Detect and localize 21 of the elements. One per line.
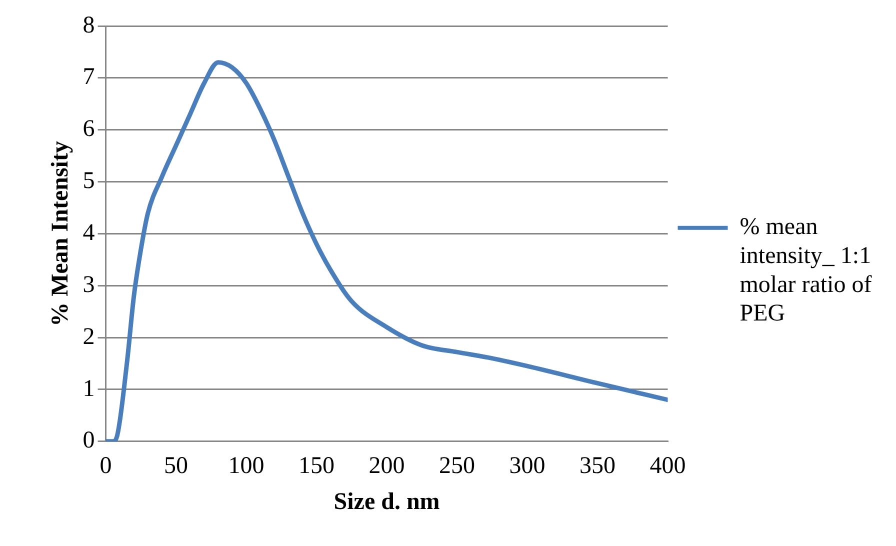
x-tick-label: 100 [228,453,264,480]
y-tick-label: 1 [82,376,95,402]
x-tick-label: 400 [650,453,686,480]
x-tick-label: 250 [439,453,476,480]
x-tick-label: 50 [164,453,188,480]
x-axis-title: Size d. nm [334,488,440,515]
x-tick-label: 0 [100,453,112,480]
y-tick-label: 4 [82,220,95,246]
y-tick-label: 6 [82,116,95,142]
x-tick-label: 350 [580,453,616,480]
y-tick-label: 8 [82,12,95,38]
y-tick-label: 5 [82,168,95,194]
x-tick-label: 150 [298,453,335,480]
y-tick-label: 2 [82,324,95,350]
y-tick-label: 7 [82,64,95,90]
y-axis-title: % Mean Intensity [48,141,74,326]
x-tick-label: 300 [509,453,546,480]
y-tick-label: 0 [82,428,95,454]
legend-label: % mean intensity_ 1:1 molar ratio of PEG [740,214,872,327]
x-tick-label: 200 [368,453,405,480]
y-tick-label: 3 [82,272,95,298]
